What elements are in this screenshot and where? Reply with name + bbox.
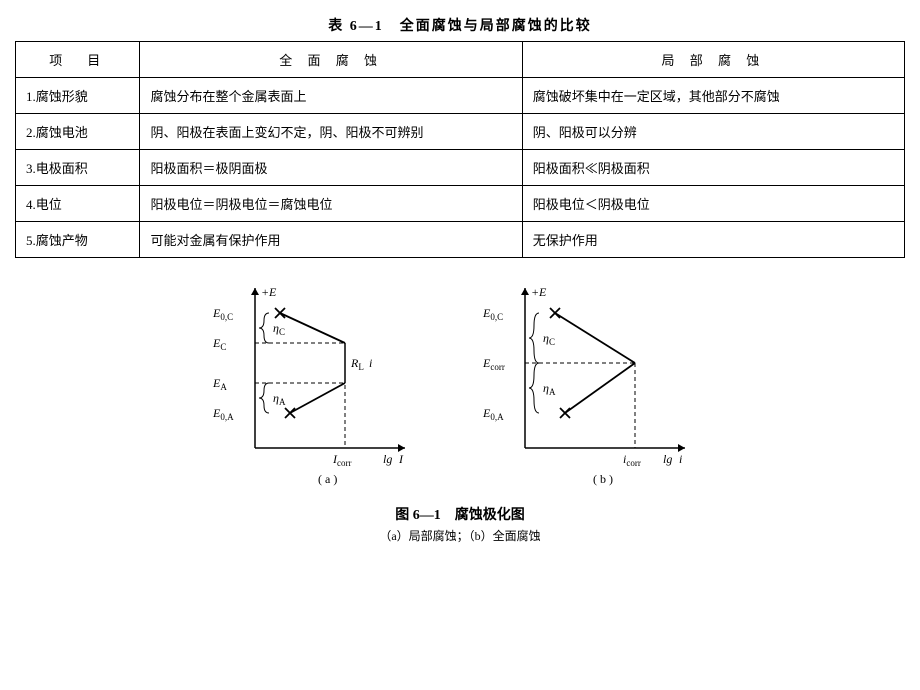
svg-text:ηC: ηC — [273, 321, 285, 337]
figure-area: +Elg IE0,CECEAE0,AηCηARLiIcorr( a ) +Elg… — [15, 278, 905, 493]
svg-text:RL: RL — [350, 356, 364, 372]
table-row: 3.电极面积阳极面积＝极阴面极阳极面积≪阴极面积 — [16, 150, 905, 186]
svg-text:lg: lg — [663, 452, 672, 466]
svg-text:Icorr: Icorr — [332, 452, 352, 468]
svg-text:E0,C: E0,C — [482, 306, 503, 322]
table-row: 4.电位阳极电位＝阴极电位＝腐蚀电位阳极电位＜阴极电位 — [16, 186, 905, 222]
svg-text:Ecorr: Ecorr — [482, 356, 505, 372]
svg-text:E: E — [538, 285, 547, 299]
table-cell: 3.电极面积 — [16, 150, 140, 186]
table-row: 5.腐蚀产物可能对金属有保护作用无保护作用 — [16, 222, 905, 258]
header-local: 局 部 腐 蚀 — [522, 42, 904, 78]
table-cell: 1.腐蚀形貌 — [16, 78, 140, 114]
svg-text:lg: lg — [383, 452, 392, 466]
figure-caption: 图 6—1 腐蚀极化图 （a）局部腐蚀；（b）全面腐蚀 — [15, 505, 905, 547]
table-cell: 阴、阳极可以分辨 — [522, 114, 904, 150]
svg-text:ηA: ηA — [273, 391, 286, 407]
svg-text:i: i — [679, 452, 682, 466]
caption-main: 图 6—1 腐蚀极化图 — [15, 505, 905, 527]
svg-text:ηA: ηA — [543, 381, 556, 397]
table-cell: 阳极电位＝阴极电位＝腐蚀电位 — [140, 186, 522, 222]
table-cell: 阴、阳极在表面上变幻不定，阴、阳极不可辨别 — [140, 114, 522, 150]
caption-sub: （a）局部腐蚀；（b）全面腐蚀 — [15, 527, 905, 546]
svg-text:( b ): ( b ) — [593, 472, 613, 486]
svg-text:icorr: icorr — [623, 452, 641, 468]
polarization-diagram-a: +Elg I E0,C EC EA E0,A ηC ηA RL i Icorr ( a ) — [205, 278, 435, 493]
svg-text:E: E — [268, 285, 277, 299]
table-cell: 5.腐蚀产物 — [16, 222, 140, 258]
svg-text:I: I — [398, 452, 404, 466]
svg-text:E0,C: E0,C — [212, 306, 233, 322]
table-title: 表 6—1 全面腐蚀与局部腐蚀的比较 — [15, 15, 905, 35]
header-item: 项 目 — [16, 42, 140, 78]
table-header-row: 项 目 全 面 腐 蚀 局 部 腐 蚀 — [16, 42, 905, 78]
table-cell: 腐蚀分布在整个金属表面上 — [140, 78, 522, 114]
table-cell: 4.电位 — [16, 186, 140, 222]
table-cell: 可能对金属有保护作用 — [140, 222, 522, 258]
table-cell: 无保护作用 — [522, 222, 904, 258]
comparison-table: 项 目 全 面 腐 蚀 局 部 腐 蚀 1.腐蚀形貌腐蚀分布在整个金属表面上腐蚀… — [15, 41, 905, 258]
svg-text:EA: EA — [212, 376, 227, 392]
table-cell: 阳极面积＝极阴面极 — [140, 150, 522, 186]
header-general: 全 面 腐 蚀 — [140, 42, 522, 78]
svg-text:E0,A: E0,A — [212, 406, 234, 422]
table-row: 1.腐蚀形貌腐蚀分布在整个金属表面上腐蚀破坏集中在一定区域，其他部分不腐蚀 — [16, 78, 905, 114]
table-cell: 阳极面积≪阴极面积 — [522, 150, 904, 186]
svg-text:+: + — [261, 285, 269, 299]
table-row: 2.腐蚀电池阴、阳极在表面上变幻不定，阴、阳极不可辨别阴、阳极可以分辨 — [16, 114, 905, 150]
svg-text:( a ): ( a ) — [318, 472, 337, 486]
svg-text:i: i — [369, 356, 372, 370]
polarization-diagram-b: +Elg i E0,C Ecorr E0,A ηC ηA icorr ( b ) — [475, 278, 715, 493]
svg-text:EC: EC — [212, 336, 226, 352]
table-cell: 阳极电位＜阴极电位 — [522, 186, 904, 222]
table-cell: 2.腐蚀电池 — [16, 114, 140, 150]
table-cell: 腐蚀破坏集中在一定区域，其他部分不腐蚀 — [522, 78, 904, 114]
svg-text:+: + — [531, 285, 539, 299]
svg-text:E0,A: E0,A — [482, 406, 504, 422]
svg-text:ηC: ηC — [543, 331, 555, 347]
